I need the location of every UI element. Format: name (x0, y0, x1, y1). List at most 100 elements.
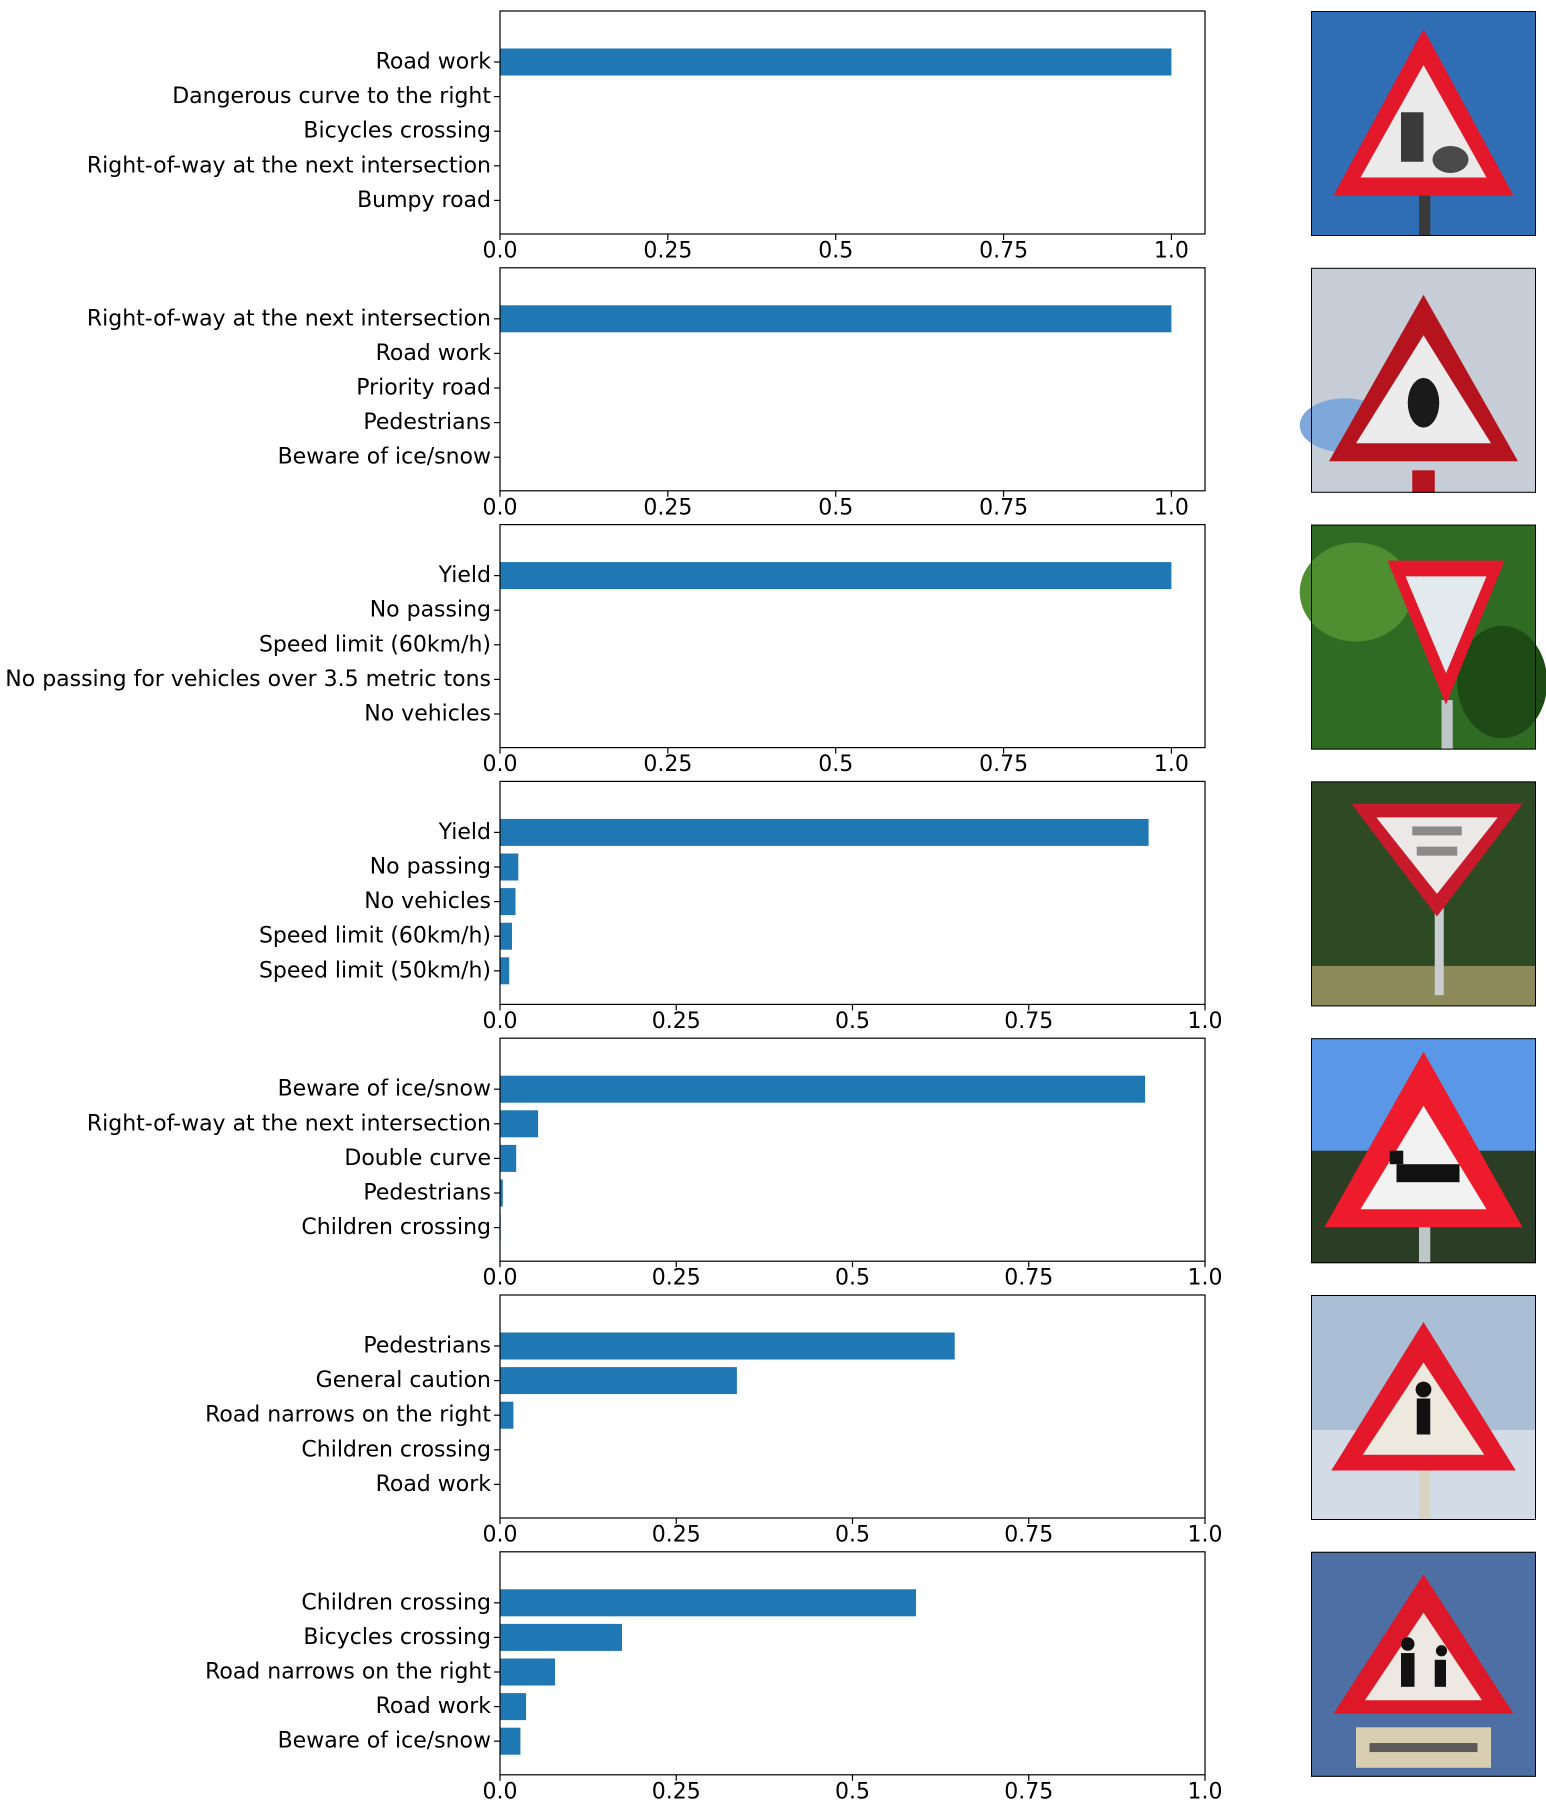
x-tick-label: 0.5 (835, 1523, 870, 1548)
x-tick-label: 0.5 (835, 1266, 870, 1291)
x-tick-label: 0.5 (818, 239, 853, 264)
category-label: Bicycles crossing (303, 1625, 491, 1650)
probability-bar (500, 562, 1172, 590)
category-label: Right-of-way at the next intersection (87, 306, 491, 331)
x-tick-label: 0.5 (818, 495, 853, 520)
probability-bar (500, 1401, 514, 1429)
category-label: Bicycles crossing (303, 119, 491, 144)
probability-bar (500, 1367, 737, 1395)
x-tick-label: 0.0 (483, 239, 518, 264)
x-tick-label: 0.75 (979, 239, 1028, 264)
sign-image (1311, 1551, 1536, 1777)
prediction-panel-1: Road work Dangerous curve to the right Bic… (87, 10, 1536, 264)
probability-bar (500, 922, 512, 950)
x-tick-label: 0.25 (652, 1009, 701, 1034)
x-tick-label: 0.25 (652, 1779, 701, 1802)
x-tick-label: 0.5 (835, 1779, 870, 1802)
probability-bar (500, 305, 1172, 333)
category-label: Road work (376, 1472, 492, 1497)
axes-frame (499, 523, 1206, 749)
x-tick-label: 0.0 (483, 752, 518, 777)
category-label: Speed limit (60km/h) (259, 924, 491, 949)
axes-frame (499, 1551, 1206, 1776)
x-tick-label: 0.75 (1004, 1523, 1053, 1548)
x-tick-label: 0.25 (643, 239, 692, 264)
x-tick-label: 0.0 (483, 1779, 518, 1802)
category-label: No passing (370, 855, 491, 880)
category-label: General caution (316, 1368, 491, 1393)
x-tick-label: 0.0 (483, 495, 518, 520)
axes-frame (499, 780, 1206, 1006)
category-label: Road narrows on the right (205, 1660, 491, 1685)
axes-frame (499, 1037, 1206, 1262)
category-label: Children crossing (301, 1215, 491, 1240)
category-label: No vehicles (364, 889, 491, 914)
category-label: Road narrows on the right (205, 1403, 491, 1428)
x-tick-label: 1.0 (1188, 1266, 1223, 1291)
category-label: Speed limit (50km/h) (259, 958, 491, 983)
category-label: Bumpy road (357, 188, 491, 213)
x-tick-label: 0.75 (979, 495, 1028, 520)
x-tick-label: 1.0 (1154, 752, 1189, 777)
probability-bar (500, 1144, 517, 1172)
x-tick-label: 1.0 (1188, 1523, 1223, 1548)
probability-bar (500, 1727, 521, 1755)
category-label: Dangerous curve to the right (172, 84, 491, 109)
axes-frame (499, 10, 1206, 235)
x-tick-label: 0.5 (818, 752, 853, 777)
sign-image (1311, 1038, 1536, 1264)
category-label: Children crossing (301, 1590, 491, 1615)
probability-bar (500, 1332, 955, 1360)
category-label: Yield (438, 563, 491, 588)
probability-bar (500, 1658, 555, 1686)
probability-bar (500, 1179, 503, 1207)
x-tick-label: 1.0 (1154, 495, 1189, 520)
probability-bar (500, 853, 519, 881)
probability-bar (500, 957, 510, 985)
category-label: Beware of ice/snow (278, 1729, 491, 1754)
probability-bar (500, 1693, 527, 1721)
axes-frame (499, 1294, 1206, 1519)
probability-bar (500, 1589, 916, 1617)
category-label: Pedestrians (363, 410, 491, 435)
probability-bar (500, 1110, 539, 1138)
category-label: No vehicles (364, 702, 491, 727)
x-tick-label: 0.0 (483, 1266, 518, 1291)
category-label: Road work (376, 1694, 492, 1719)
x-tick-label: 1.0 (1154, 239, 1189, 264)
x-tick-label: 0.25 (643, 495, 692, 520)
category-label: Double curve (344, 1146, 491, 1171)
probability-bar (500, 1623, 622, 1651)
prediction-panel-6: Pedestrians General caution Road narrows o… (205, 1294, 1536, 1548)
sign-image (1299, 524, 1546, 750)
category-label: Right-of-way at the next intersection (87, 153, 491, 178)
x-tick-label: 0.75 (1004, 1779, 1053, 1802)
probability-bar (500, 818, 1149, 846)
x-tick-label: 1.0 (1188, 1779, 1223, 1802)
x-tick-label: 0.75 (1004, 1009, 1053, 1034)
axes-frame (499, 267, 1206, 492)
x-tick-label: 0.75 (979, 752, 1028, 777)
category-label: Road work (376, 341, 492, 366)
sign-image (1311, 11, 1536, 236)
category-label: Children crossing (301, 1437, 491, 1462)
probability-bar (500, 1075, 1146, 1103)
prediction-panel-3: Yield No passing Speed limit (60km/h) No pa… (5, 523, 1546, 777)
category-label: Road work (376, 50, 492, 75)
category-label: No passing (370, 598, 491, 623)
x-tick-label: 0.25 (652, 1266, 701, 1291)
x-tick-label: 0.0 (483, 1523, 518, 1548)
category-label: Yield (438, 820, 491, 845)
probability-bar (500, 888, 516, 916)
probability-bar (500, 48, 1172, 76)
prediction-panel-7: Children crossing Bicycles crossing Road n… (205, 1551, 1536, 1802)
category-label: Beware of ice/snow (278, 1077, 491, 1102)
category-label: Pedestrians (363, 1334, 491, 1359)
prediction-panel-2: Right-of-way at the next intersection Roa… (87, 267, 1536, 520)
x-tick-label: 0.25 (643, 752, 692, 777)
sign-image (1299, 267, 1536, 493)
category-label: Speed limit (60km/h) (259, 632, 491, 657)
category-label: Beware of ice/snow (278, 445, 491, 470)
category-label: Priority road (356, 376, 491, 401)
